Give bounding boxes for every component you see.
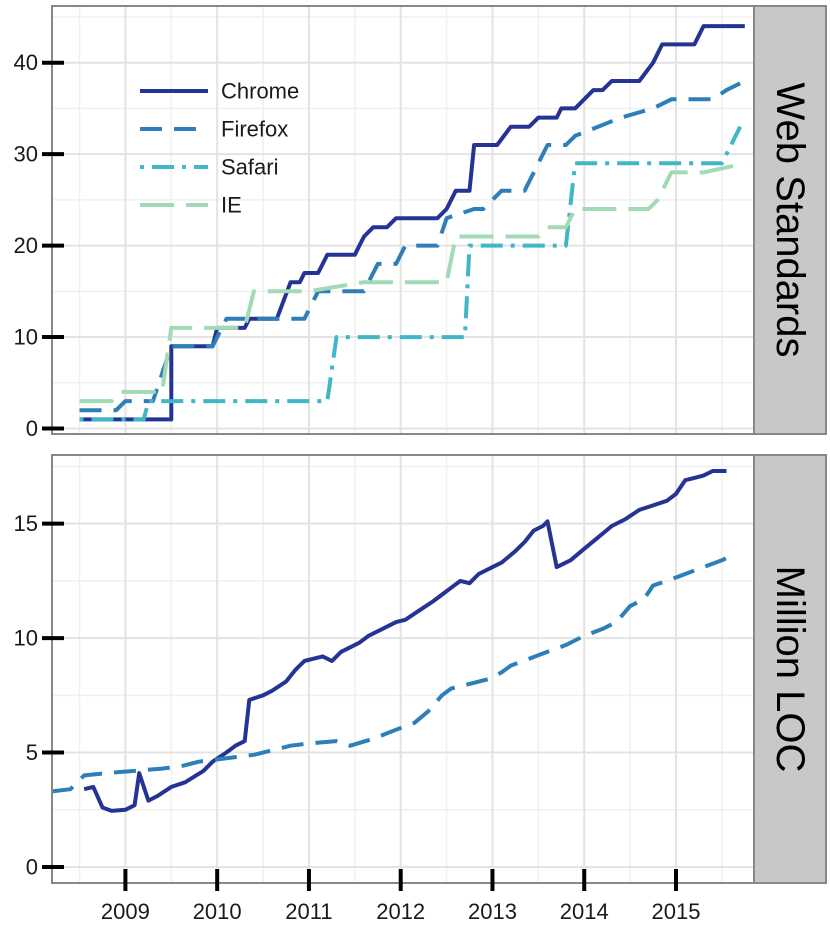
x-tick-label: 2015	[652, 899, 701, 924]
x-tick-label: 2009	[101, 899, 150, 924]
panel-web-standards: 0 10 20 30 40 Web Standards Chrome Firefox Saf…	[14, 5, 827, 441]
legend-label: IE	[221, 193, 242, 218]
legend-label: Chrome	[221, 79, 299, 104]
x-tick-label: 2010	[193, 899, 242, 924]
x-tick-label: 2011	[285, 899, 332, 924]
legend-label: Firefox	[221, 117, 288, 142]
x-tick-label: 2012	[376, 899, 425, 924]
y-tick-label: 0	[26, 854, 38, 879]
legend-label: Safari	[221, 155, 278, 180]
strip-background	[753, 454, 827, 884]
y-axis: 0 5 10 15	[14, 511, 64, 879]
y-tick-label: 10	[14, 325, 38, 350]
plot-background	[52, 455, 754, 883]
strip-background	[753, 5, 827, 435]
y-tick-label: 30	[14, 142, 38, 167]
series-line-firefox	[51, 551, 737, 794]
y-tick-label: 10	[14, 626, 38, 651]
y-axis: 0 10 20 30 40	[14, 50, 64, 441]
x-tick-label: 2014	[560, 899, 609, 924]
y-tick-label: 5	[26, 740, 38, 765]
strip-label: Million LOC	[768, 566, 812, 773]
y-tick-label: 20	[14, 233, 38, 258]
series-line-firefox	[79, 79, 746, 413]
series-layer	[79, 24, 746, 422]
panel-million-loc: 0 5 10 15 Million LOC	[14, 454, 827, 884]
x-tick-label: 2013	[468, 899, 517, 924]
series-layer	[51, 469, 737, 813]
legend: Chrome Firefox Safari IE	[140, 79, 299, 218]
grid-lines	[52, 455, 754, 883]
series-line-safari	[79, 125, 742, 422]
x-axis: 2009 2010 2011 2012 2013 2014 2015	[101, 869, 701, 924]
series-line-ie	[79, 161, 746, 404]
y-tick-label: 0	[26, 416, 38, 441]
y-tick-label: 40	[14, 50, 38, 75]
y-tick-label: 15	[14, 511, 38, 536]
strip-label: Web Standards	[768, 83, 812, 358]
series-line-chrome	[83, 469, 727, 813]
